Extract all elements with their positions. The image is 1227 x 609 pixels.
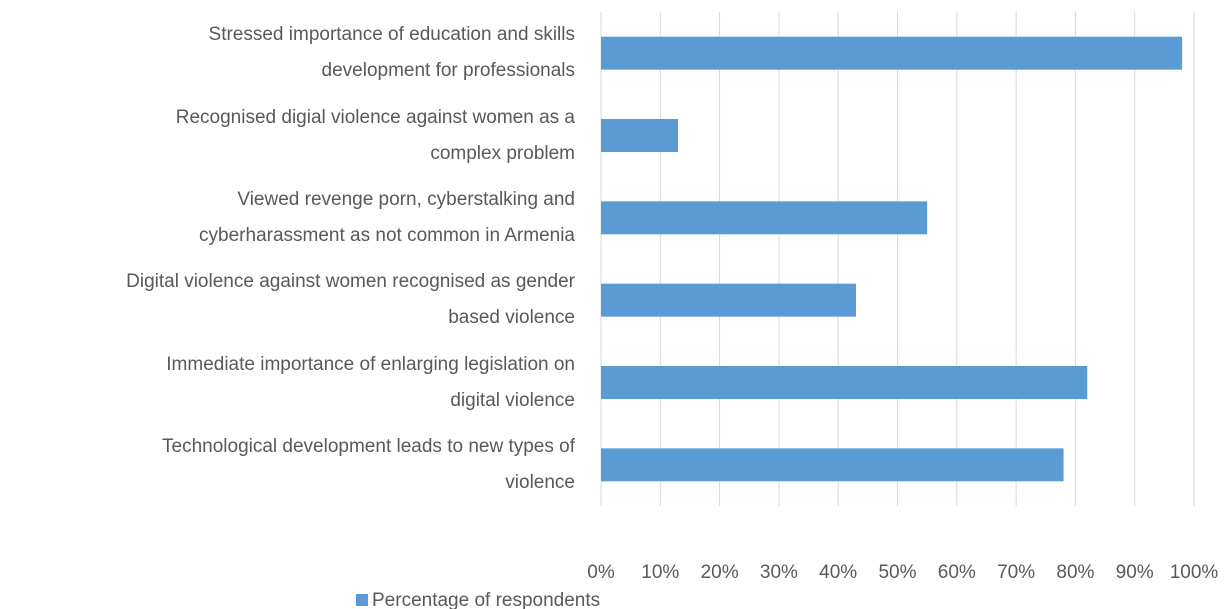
- category-label: Recognised digial violence against women…: [175, 106, 575, 164]
- x-tick-label: 100%: [1170, 562, 1219, 583]
- category-label: Immediate importance of enlarging legisl…: [166, 353, 575, 411]
- bar: [601, 448, 1064, 482]
- bar: [601, 119, 679, 152]
- x-tick-label: 90%: [1116, 562, 1154, 583]
- x-tick-label: 20%: [701, 562, 739, 583]
- x-tick-label: 30%: [760, 562, 798, 583]
- legend-label: Percentage of respondents: [372, 590, 600, 609]
- bar: [601, 201, 928, 235]
- bar: [601, 36, 1183, 70]
- bar: [601, 283, 856, 317]
- category-label: Technological development leads to new t…: [162, 435, 575, 493]
- x-tick-label: 10%: [641, 562, 679, 583]
- x-tick-label: 60%: [938, 562, 976, 583]
- x-tick-label: 70%: [997, 562, 1035, 583]
- x-tick-label: 80%: [1056, 562, 1094, 583]
- category-label: Digital violence against women recognise…: [126, 271, 575, 329]
- x-tick-label: 0%: [587, 562, 615, 583]
- x-tick-label: 50%: [878, 562, 916, 583]
- bar: [601, 366, 1088, 399]
- x-tick-label: 40%: [819, 562, 857, 583]
- category-label: Viewed revenge porn, cyberstalking and c…: [199, 188, 575, 246]
- legend-swatch: [356, 594, 368, 606]
- category-label: Stressed importance of education and ski…: [208, 24, 575, 82]
